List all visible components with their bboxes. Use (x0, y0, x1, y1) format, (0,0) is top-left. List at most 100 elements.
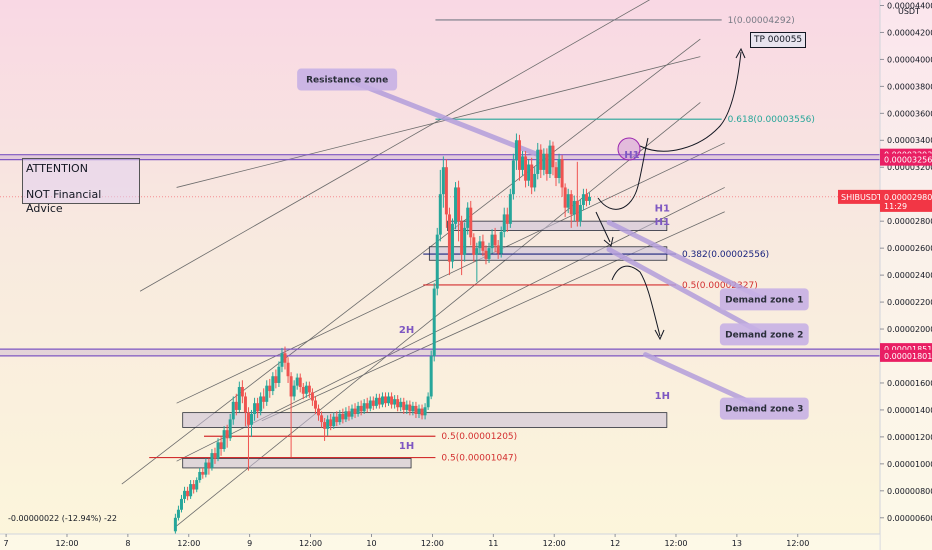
candle-body (496, 245, 500, 254)
x-tick-label: 12:00 (543, 539, 566, 548)
x-tick-label: 12:00 (299, 539, 322, 548)
candle-body (268, 385, 272, 392)
candle-body (304, 385, 308, 394)
candle-body (256, 403, 260, 412)
fib-levels: 1(0.00004292) 0.618(0.00003556) 0.382(0.00… (149, 16, 815, 464)
attention-title: ATTENTION (26, 162, 88, 175)
y-tick-label: 0.00002600 (887, 244, 932, 253)
candle-body (578, 204, 582, 222)
candle-body (450, 223, 454, 262)
candles[interactable] (173, 133, 592, 535)
candle-body (542, 153, 546, 170)
candle-body (429, 356, 433, 397)
candle-body (189, 484, 193, 497)
x-tick-label: 12:00 (786, 539, 809, 548)
candle-body (396, 399, 400, 408)
candle-body (219, 442, 223, 450)
x-tick-label: 12:00 (55, 539, 78, 548)
symbol-tag-label: SHIBUSDT (841, 193, 882, 202)
price-tag (880, 189, 932, 212)
callout-leader (606, 220, 767, 302)
fib-label: 0.618(0.00003556) (728, 115, 815, 125)
timeframe-label: 2H (399, 325, 414, 336)
candle-body (517, 140, 521, 170)
candle-body (508, 194, 512, 224)
candle-body (335, 416, 339, 423)
timeframe-label: H1 (655, 204, 670, 215)
candle-body (176, 509, 180, 518)
fib-label: 0.382(0.00002556) (682, 250, 769, 260)
candle-body (341, 413, 345, 420)
zone-box (182, 458, 412, 469)
candle-body (414, 405, 418, 414)
y-tick-label: 0.00001200 (887, 433, 932, 442)
candle-body (225, 430, 229, 439)
candle-body (524, 156, 528, 181)
zone-boxes (182, 220, 668, 469)
x-tick-label: 12:00 (421, 539, 444, 548)
candle-body (435, 234, 439, 289)
projection-arrow-down-1 (595, 211, 611, 243)
candle-body (572, 200, 576, 215)
callout-label: Demand zone 2 (725, 330, 803, 340)
x-tick-label: 12:00 (177, 539, 200, 548)
candle-body (307, 385, 311, 393)
projection-arrow-down-1-head (603, 236, 614, 247)
callout-label: Resistance zone (306, 76, 388, 86)
candle-body (365, 403, 369, 409)
timeframe-label: H1 (655, 217, 670, 228)
y-tick-label: 0.00002200 (887, 298, 932, 307)
x-tick-label: 11 (488, 539, 498, 548)
attention-note: ATTENTION NOT Financial Advice (22, 158, 140, 215)
timeframe-label: 1H (399, 441, 414, 452)
candle-body (487, 248, 491, 259)
callout-leader (344, 77, 542, 158)
candle-body (192, 484, 196, 490)
time-axis: 7 12:00 8 12:00 9 12:00 10 12:00 11 12:00 12 12:00 1… (0, 533, 880, 550)
candle-body (179, 498, 183, 510)
projection-arrow-down-2-head (654, 329, 665, 341)
candle-body (313, 400, 317, 409)
x-tick-label: 8 (125, 539, 130, 548)
y-tick-label: 0.00003200 (887, 163, 932, 172)
candle-body (228, 419, 232, 439)
candle-body (499, 231, 503, 254)
candle-body (222, 430, 226, 450)
candle-body (521, 156, 525, 170)
candle-body (514, 140, 518, 161)
candle-body (472, 237, 476, 255)
candle-body (353, 408, 357, 414)
symbol-tag (838, 189, 880, 204)
candle-body (566, 194, 570, 208)
candle-body (484, 250, 488, 259)
candle-body (347, 411, 351, 417)
x-tick-label: 12 (610, 539, 620, 548)
callout-box (719, 288, 809, 311)
candle-body (420, 408, 424, 416)
y-tick-label: 0.00004400 (887, 1, 932, 10)
candle-body (237, 387, 241, 410)
candle-body (210, 453, 214, 468)
y-tick-label: 0.00000600 (887, 514, 932, 523)
candle-body (326, 419, 330, 429)
fib-label: 0.5(0.00001047) (441, 454, 517, 464)
price-tag (880, 153, 932, 166)
candle-body (530, 164, 534, 188)
price-tag-value: 0.00001801 (884, 352, 932, 361)
candle-body (426, 396, 430, 408)
candle-body (460, 221, 464, 255)
candle-body (490, 234, 494, 249)
y-tick-label: 0.00003400 (887, 136, 932, 145)
candle-body (447, 214, 451, 262)
candle-body (463, 227, 467, 255)
candle-body (575, 200, 579, 222)
candle-body (377, 397, 381, 405)
candle-body (231, 401, 235, 420)
candle-body (183, 490, 187, 499)
candle-body (444, 167, 448, 215)
level-band (0, 154, 880, 160)
